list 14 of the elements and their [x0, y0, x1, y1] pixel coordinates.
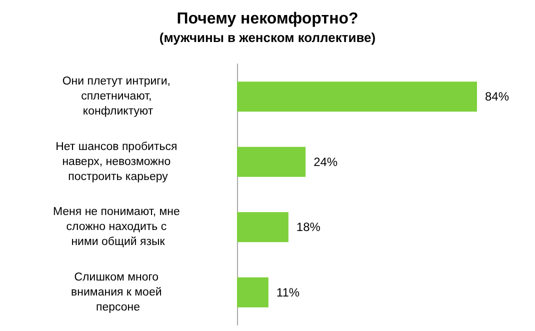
y-tick-label: Слишком много внимания к моей персоне [71, 271, 165, 314]
y-tick-label: Нет шансов пробиться наверх, невозможно построить карьеру [56, 140, 180, 183]
data-label: 18% [296, 220, 321, 234]
data-label: 24% [314, 154, 338, 169]
bar [237, 277, 268, 308]
y-tick-label: Они плетут интриги, сплетничают, конфликтуют [62, 76, 174, 118]
data-label: 11% [276, 285, 300, 300]
chart-title: Почему некомфортно? [176, 10, 358, 28]
bar [237, 212, 288, 242]
bar [237, 146, 306, 177]
bar [237, 82, 477, 112]
data-label: 84% [485, 90, 510, 104]
y-tick-label: Меня не понимают, мне сложно находить с ними общий язык [52, 206, 184, 248]
chart-subtitle: (мужчины в женском коллективе) [159, 30, 376, 45]
